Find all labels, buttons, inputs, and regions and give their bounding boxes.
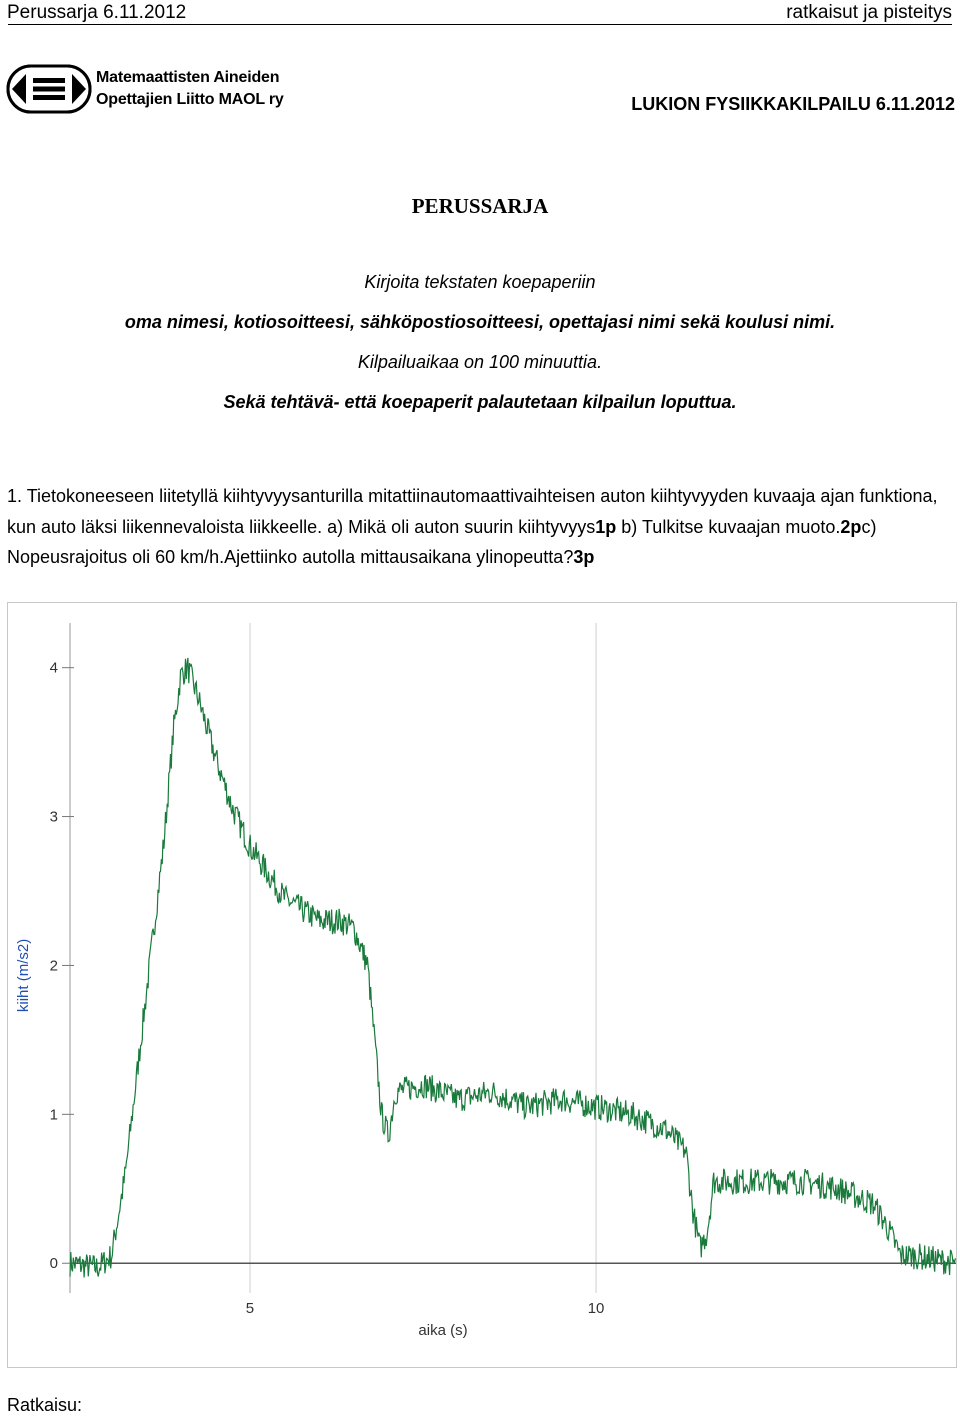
- chart-y-tick-label: 1: [50, 1106, 58, 1123]
- task-text-b: b) Tulkitse kuvaajan muoto.: [616, 516, 841, 537]
- series-title: PERUSSARJA: [411, 194, 549, 218]
- org-name-line2: Opettajien Liitto MAOL ry: [96, 91, 284, 108]
- chart-x-tick-label: 10: [588, 1300, 605, 1317]
- maol-logo-icon: [6, 64, 92, 114]
- chart-x-axis-label: aika (s): [418, 1322, 467, 1339]
- instruction-2: oma nimesi, kotiosoitteesi, sähköpostios…: [124, 312, 836, 332]
- contest-title: LUKION FYSIIKKAKILPAILU 6.11.2012: [631, 94, 955, 114]
- org-name-line1: Matemaattisten Aineiden: [96, 69, 280, 86]
- chart-grid: [69, 623, 956, 1293]
- header-solutions-label: ratkaisut ja pisteitys: [786, 2, 952, 23]
- chart-y-tick-label: 0: [50, 1255, 58, 1272]
- chart-y-tick-label: 4: [50, 660, 58, 677]
- task-text-c: c) Nopeusrajoitus oli 60 km/h.Ajettiinko…: [7, 516, 877, 568]
- header-series-date: Perussarja 6.11.2012: [7, 2, 187, 23]
- acceleration-chart: 5 10 0 1 2 3 4 aika (s) kiiht (m/s2): [15, 623, 956, 1339]
- chart-ticks: 5 10 0 1 2 3 4: [50, 660, 605, 1317]
- task-points-a: 1p: [595, 516, 617, 537]
- task-1-text: 1. Tietokoneeseen liitetyllä kiihtyvyysa…: [7, 481, 953, 573]
- task-points-b: 2p: [840, 516, 862, 537]
- chart-y-tick-label: 3: [50, 809, 58, 826]
- header-divider: [8, 24, 952, 25]
- chart-y-axis-label: kiiht (m/s2): [15, 939, 32, 1012]
- chart-y-tick-label: 2: [50, 957, 58, 974]
- task-text-a: 1. Tietokoneeseen liitetyllä kiihtyvyysa…: [7, 486, 938, 537]
- instruction-3: Kilpailuaikaa on 100 minuuttia.: [357, 352, 603, 372]
- instruction-4: Sekä tehtävä- että koepaperit palautetaa…: [223, 392, 737, 412]
- answer-label: Ratkaisu:: [7, 1395, 83, 1415]
- chart-frame: [7, 602, 957, 1368]
- task-points-c: 3p: [573, 547, 595, 567]
- chart-x-tick-label: 5: [246, 1300, 254, 1317]
- instruction-1: Kirjoita tekstaten koepaperiin: [364, 272, 596, 292]
- chart-series-line: [69, 657, 956, 1278]
